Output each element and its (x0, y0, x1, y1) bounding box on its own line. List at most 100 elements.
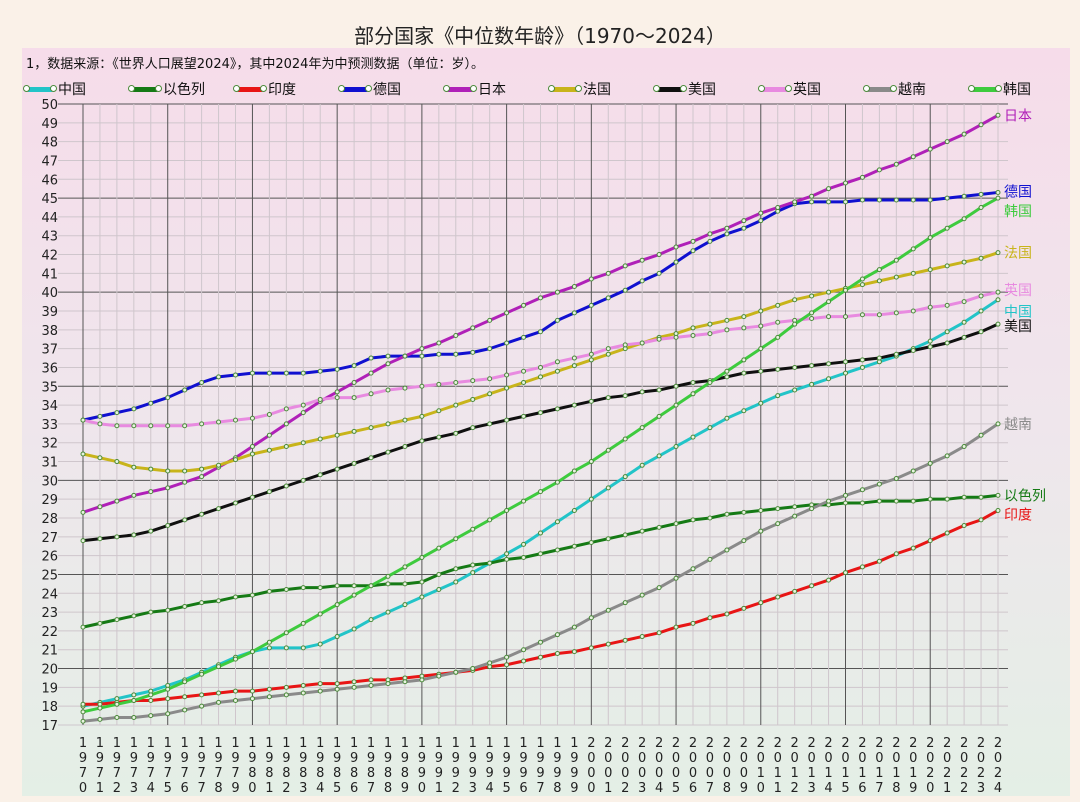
x-tick-label: 2 (757, 736, 765, 751)
x-tick-label: 5 (164, 781, 172, 796)
legend-label: 美国 (688, 82, 716, 98)
legend-label: 法国 (583, 82, 611, 98)
x-tick-label: 1 (350, 736, 358, 751)
x-tick-label: 0 (604, 751, 612, 766)
legend-item[interactable]: 以色列 (128, 79, 236, 99)
y-tick-label: 21 (41, 644, 58, 659)
x-tick-label: 2 (977, 766, 985, 781)
x-tick-label: 2 (960, 736, 968, 751)
x-tick-label: 9 (197, 751, 205, 766)
legend-item[interactable]: 日本 (443, 79, 551, 99)
x-tick-label: 2 (994, 736, 1002, 751)
x-tick-label: 2 (672, 736, 680, 751)
x-tick-label: 2 (655, 736, 663, 751)
legend-item[interactable]: 德国 (338, 79, 446, 99)
x-tick-label: 9 (316, 751, 324, 766)
y-tick-label: 33 (41, 418, 58, 433)
legend-item[interactable]: 越南 (863, 79, 971, 99)
y-tick-label: 49 (41, 117, 58, 132)
series-end-label: 美国 (1004, 319, 1032, 335)
x-tick-label: 2 (943, 736, 951, 751)
y-tick-label: 39 (41, 305, 58, 320)
x-tick-label: 2 (875, 736, 883, 751)
y-tick-label: 29 (41, 493, 58, 508)
x-tick-label: 2 (926, 736, 934, 751)
y-tick-label: 22 (41, 625, 58, 640)
legend-item[interactable]: 法国 (548, 79, 656, 99)
x-tick-label: 1 (79, 736, 87, 751)
y-tick-label: 42 (41, 249, 58, 264)
series-line (80, 507, 1001, 707)
x-tick-label: 7 (113, 766, 121, 781)
x-tick-label: 1 (401, 736, 409, 751)
x-tick-label: 8 (723, 781, 731, 796)
x-tick-label: 1 (282, 736, 290, 751)
x-tick-label: 2 (638, 736, 646, 751)
x-tick-label: 0 (774, 751, 782, 766)
x-tick-label: 0 (638, 766, 646, 781)
x-tick-label: 1 (604, 781, 612, 796)
x-tick-label: 7 (231, 766, 239, 781)
x-tick-label: 9 (164, 751, 172, 766)
x-tick-label: 0 (655, 766, 663, 781)
y-tick-label: 41 (41, 267, 58, 282)
x-tick-label: 2 (858, 736, 866, 751)
legend-label: 中国 (58, 82, 86, 98)
x-tick-label: 7 (706, 781, 714, 796)
x-tick-label: 0 (723, 766, 731, 781)
x-tick-label: 7 (130, 766, 138, 781)
legend-item[interactable]: 美国 (653, 79, 761, 99)
series-end-label: 越南 (1004, 417, 1032, 433)
x-tick-label: 8 (248, 766, 256, 781)
x-tick-label: 1 (384, 736, 392, 751)
x-tick-label: 0 (909, 751, 917, 766)
x-tick-label: 4 (824, 781, 832, 796)
y-tick-label: 35 (41, 380, 58, 395)
y-tick-label: 20 (41, 663, 58, 678)
legend-item[interactable]: 印度 (233, 79, 341, 99)
x-tick-label: 1 (316, 736, 324, 751)
legend-swatch-icon (548, 84, 582, 92)
x-tick-label: 1 (147, 736, 155, 751)
y-tick-label: 45 (41, 192, 58, 207)
series-line (80, 421, 1001, 724)
x-tick-label: 2 (892, 736, 900, 751)
x-tick-label: 9 (248, 751, 256, 766)
x-tick-label: 9 (553, 751, 561, 766)
x-tick-label: 9 (418, 766, 426, 781)
x-tick-label: 0 (994, 751, 1002, 766)
x-tick-label: 9 (299, 751, 307, 766)
x-tick-label: 9 (452, 766, 460, 781)
x-tick-label: 1 (807, 766, 815, 781)
x-tick-label: 9 (502, 751, 510, 766)
x-tick-label: 7 (367, 781, 375, 796)
x-tick-label: 1 (502, 736, 510, 751)
x-tick-label: 9 (265, 751, 273, 766)
y-tick-label: 38 (41, 324, 58, 339)
x-tick-label: 2 (926, 766, 934, 781)
x-tick-label: 9 (282, 751, 290, 766)
x-tick-label: 1 (367, 736, 375, 751)
legend-item[interactable]: 英国 (758, 79, 866, 99)
x-tick-label: 1 (130, 736, 138, 751)
x-tick-label: 3 (299, 781, 307, 796)
x-tick-label: 7 (181, 766, 189, 781)
series-end-label: 日本 (1004, 108, 1032, 124)
legend-item[interactable]: 中国 (23, 79, 131, 99)
x-tick-label: 0 (621, 766, 629, 781)
x-tick-label: 9 (740, 781, 748, 796)
chart-panel (22, 48, 1070, 796)
legend-item[interactable]: 韩国 (968, 79, 1076, 99)
legend-swatch-icon (443, 84, 477, 92)
x-tick-label: 0 (791, 751, 799, 766)
x-tick-label: 0 (706, 766, 714, 781)
x-tick-label: 0 (689, 751, 697, 766)
x-tick-label: 2 (621, 736, 629, 751)
x-tick-label: 2 (723, 736, 731, 751)
x-tick-label: 8 (316, 766, 324, 781)
x-tick-label: 0 (824, 751, 832, 766)
x-tick-label: 2 (113, 781, 121, 796)
x-tick-label: 1 (791, 766, 799, 781)
x-tick-label: 3 (638, 781, 646, 796)
x-tick-label: 4 (655, 781, 663, 796)
